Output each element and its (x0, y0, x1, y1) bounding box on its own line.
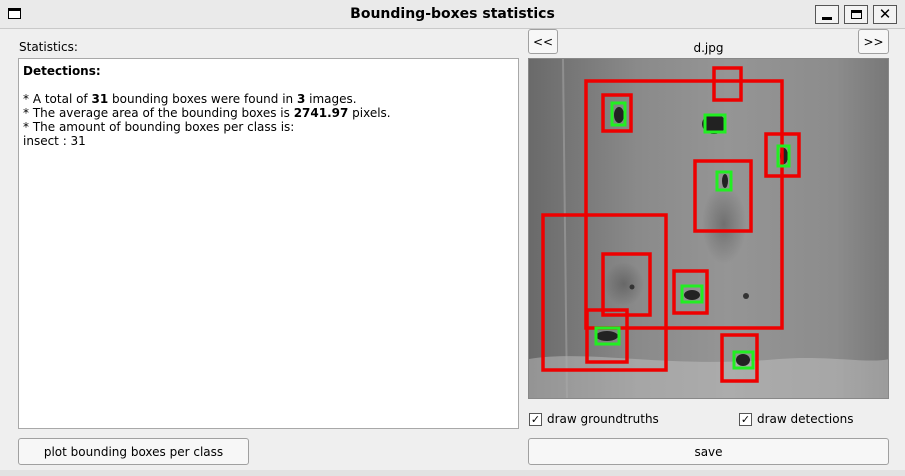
minimize-button[interactable] (815, 5, 839, 24)
image-glare (529, 356, 888, 398)
maximize-icon (850, 10, 862, 19)
window-title: Bounding-boxes statistics (350, 6, 555, 22)
groundtruth-box (712, 66, 743, 102)
title-bar: Bounding-boxes statistics ✕ (0, 0, 905, 29)
maximize-button[interactable] (844, 5, 868, 24)
groundtruth-box (584, 79, 784, 330)
groundtruth-box (585, 308, 629, 364)
draw-detections-checkbox[interactable]: ✓ draw detections (739, 412, 853, 426)
detection-boxes (594, 101, 791, 370)
insect-mark (614, 107, 624, 123)
checkbox-checked-icon[interactable]: ✓ (739, 412, 752, 426)
groundtruth-box (764, 132, 801, 178)
groundtruth-box (693, 159, 753, 233)
close-button[interactable]: ✕ (873, 5, 897, 24)
detections-heading: Detections: (23, 64, 101, 78)
image-viewer[interactable] (528, 58, 889, 399)
annotated-image (529, 59, 888, 398)
stain (702, 184, 746, 264)
close-icon: ✕ (878, 5, 892, 23)
window-bottom-border (0, 470, 905, 476)
detection-box (594, 326, 621, 346)
insect-mark (684, 290, 700, 300)
draw-detections-label: draw detections (757, 412, 854, 426)
groundtruth-boxes (541, 66, 801, 383)
window-icon (8, 8, 21, 19)
detection-box (703, 113, 727, 134)
image-filename: d.jpg (693, 41, 724, 55)
draw-groundtruths-checkbox[interactable]: ✓ draw groundtruths (529, 412, 659, 426)
next-image-button[interactable]: >> (858, 29, 889, 54)
average-area-line: * The average area of the bounding boxes… (23, 106, 391, 120)
insect-mark (629, 284, 635, 290)
statistics-text-area[interactable]: Detections: * A total of 31 bounding box… (18, 58, 519, 429)
draw-groundtruths-label: draw groundtruths (547, 412, 659, 426)
previous-image-button[interactable]: << (528, 29, 558, 54)
plot-bounding-boxes-button[interactable]: plot bounding boxes per class (18, 438, 249, 465)
groundtruth-box (541, 213, 668, 372)
detection-box (732, 350, 755, 370)
groundtruth-box (601, 93, 633, 133)
insect-mark (722, 174, 728, 188)
groundtruth-box (720, 333, 759, 383)
detection-box (610, 101, 627, 127)
minimize-icon (822, 17, 832, 20)
class-count-line: insect : 31 (23, 134, 86, 148)
image-stripe (562, 59, 568, 398)
total-boxes-line: * A total of 31 bounding boxes were foun… (23, 92, 357, 106)
insect-mark (736, 354, 750, 366)
insect-mark (702, 114, 726, 134)
groundtruth-box (672, 269, 709, 315)
insect-mark (596, 331, 618, 341)
save-button[interactable]: save (528, 438, 889, 465)
stain (604, 262, 644, 306)
detection-box (680, 284, 704, 304)
insect-mark (743, 293, 749, 299)
checkbox-checked-icon[interactable]: ✓ (529, 412, 542, 426)
detection-box (776, 144, 791, 168)
detection-box (715, 170, 733, 192)
statistics-label: Statistics: (19, 40, 78, 54)
per-class-line: * The amount of bounding boxes per class… (23, 120, 295, 134)
